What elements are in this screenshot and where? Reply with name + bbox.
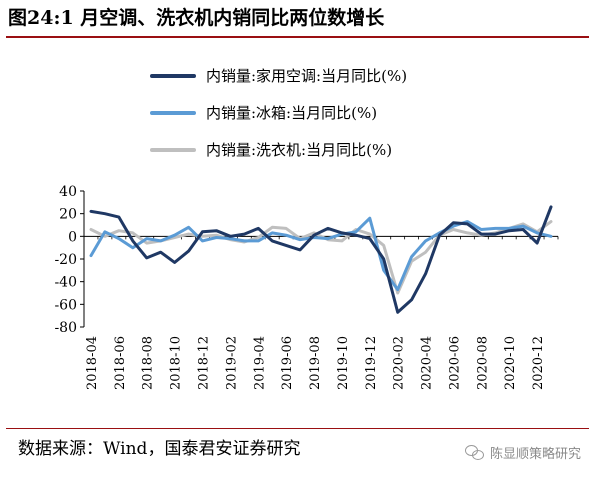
title-rule: [6, 36, 589, 38]
x-tick-label: 2020-06: [447, 336, 462, 390]
x-tick-label: 2018-08: [141, 336, 156, 390]
x-tick-label: 2018-10: [169, 336, 184, 390]
x-tick-label: 2020-08: [475, 336, 490, 390]
x-tick-label: 2019-10: [336, 336, 351, 390]
y-tick-label: -40: [54, 275, 77, 291]
line-chart: 40 20 0 -20 -40 -60 -80 2018-04 2018-06 2018-08 20…: [54, 184, 559, 390]
x-tick-label: 2020-04: [420, 336, 435, 390]
source-note: 数据来源：Wind，国泰君安证券研究: [18, 439, 301, 459]
wechat-icon: [464, 444, 485, 461]
y-tick-label: 0: [68, 229, 77, 245]
x-tick-label: 2018-12: [197, 336, 212, 390]
footer-rule: [6, 428, 589, 429]
series-line-fridge: [89, 216, 553, 292]
x-tick-label: 2019-08: [308, 336, 323, 390]
watermark: 陈显顺策略研究: [464, 443, 581, 462]
legend-label-washer: 内销量:洗衣机:当月同比(%): [206, 141, 393, 159]
chart-legend: 内销量:家用空调:当月同比(%) 内销量:冰箱:当月同比(%) 内销量:洗衣机:…: [150, 57, 407, 168]
legend-swatch-fridge: [150, 110, 196, 115]
legend-label-ac: 内销量:家用空调:当月同比(%): [206, 67, 408, 85]
x-tick-label: 2020-02: [392, 336, 407, 390]
legend-swatch-ac: [150, 73, 196, 78]
figure-title: 图24:1 月空调、洗衣机内销同比两位数增长: [8, 7, 385, 29]
x-tick-label: 2019-04: [252, 336, 267, 390]
x-tick-label: 2018-06: [113, 336, 128, 390]
watermark-text: 陈显顺策略研究: [489, 447, 581, 462]
y-tick-label: 20: [59, 207, 77, 223]
series-line-ac: [89, 205, 553, 314]
x-tick-label: 2019-02: [224, 336, 239, 390]
legend-item-fridge: 内销量:冰箱:当月同比(%): [150, 94, 407, 131]
x-tick-label: 2020-10: [503, 336, 518, 390]
legend-swatch-washer: [150, 147, 196, 152]
y-tick-label: 40: [59, 184, 77, 200]
legend-item-washer: 内销量:洗衣机:当月同比(%): [150, 131, 407, 168]
y-tick-label: -80: [54, 320, 77, 336]
x-tick-label: 2018-04: [85, 336, 100, 390]
y-tick-label: -60: [54, 297, 77, 313]
x-tick-label: 2019-06: [280, 336, 295, 390]
legend-label-fridge: 内销量:冰箱:当月同比(%): [206, 104, 378, 122]
x-tick-label: 2020-12: [531, 336, 546, 390]
legend-item-ac: 内销量:家用空调:当月同比(%): [150, 57, 407, 94]
y-tick-label: -20: [54, 252, 77, 268]
x-tick-label: 2019-12: [364, 336, 379, 390]
